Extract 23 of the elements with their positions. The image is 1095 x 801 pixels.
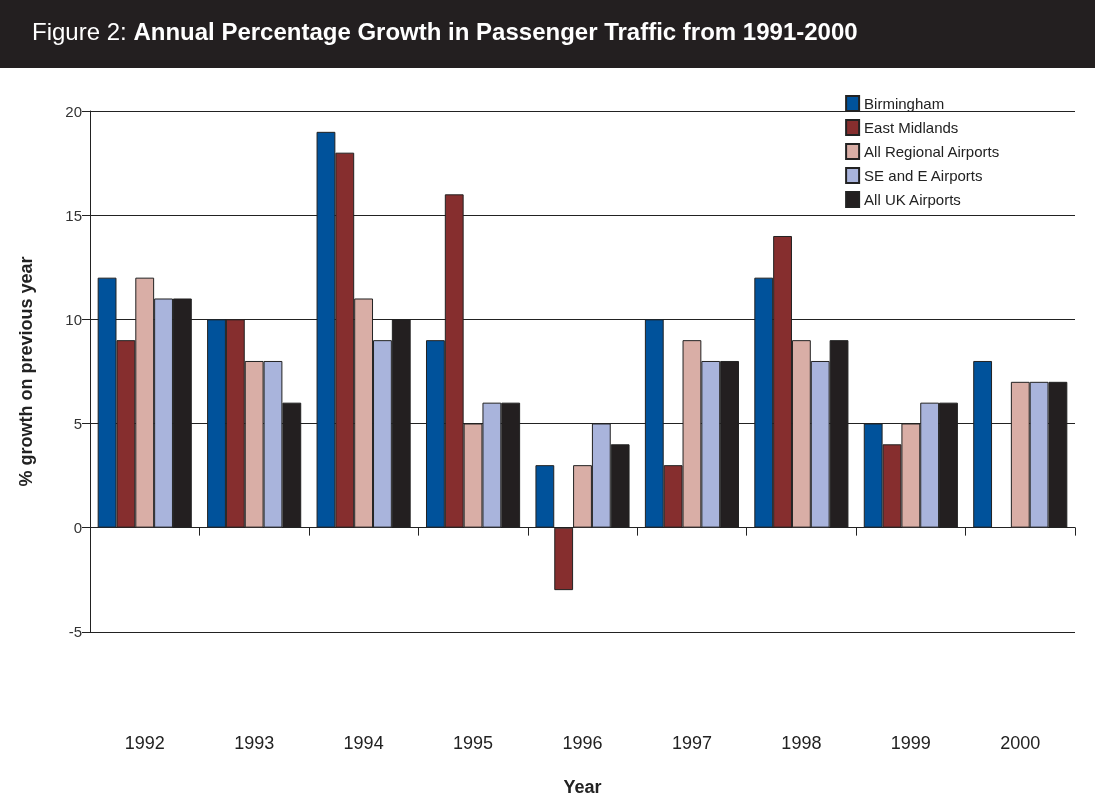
- x-axis-title: Year: [563, 777, 602, 797]
- x-tick-label: 2000: [1000, 733, 1041, 754]
- y-tick-label: 20: [65, 102, 82, 120]
- y-axis-title: % growth on previous year: [16, 256, 36, 487]
- legend-label: East Midlands: [864, 119, 959, 136]
- x-tick-label: 1996: [562, 733, 603, 754]
- x-tick-label: 1995: [453, 733, 494, 754]
- x-tick-label: 1994: [343, 733, 384, 754]
- legend-label: All Regional Airports: [864, 143, 1000, 160]
- y-tick-label: 5: [73, 414, 82, 432]
- x-tick-label: 1997: [671, 733, 712, 754]
- legend-label: Birmingham: [864, 95, 945, 112]
- y-tick-label: 15: [65, 206, 82, 224]
- y-tick-label: 10: [65, 310, 82, 328]
- legend-label: SE and E Airports: [864, 167, 983, 184]
- legend-label: All UK Airports: [864, 191, 961, 208]
- chart-title: Figure 2: Annual Percentage Growth in Passenger Traffic from 1991-2000: [0, 0, 1095, 68]
- x-tick-label: 1999: [890, 733, 931, 754]
- y-tick-label: 0: [73, 519, 82, 537]
- x-tick-label: 1993: [234, 733, 275, 754]
- x-tick-label: 1998: [781, 733, 822, 754]
- x-tick-label: 1992: [124, 733, 165, 754]
- y-tick-label: -5: [68, 623, 82, 641]
